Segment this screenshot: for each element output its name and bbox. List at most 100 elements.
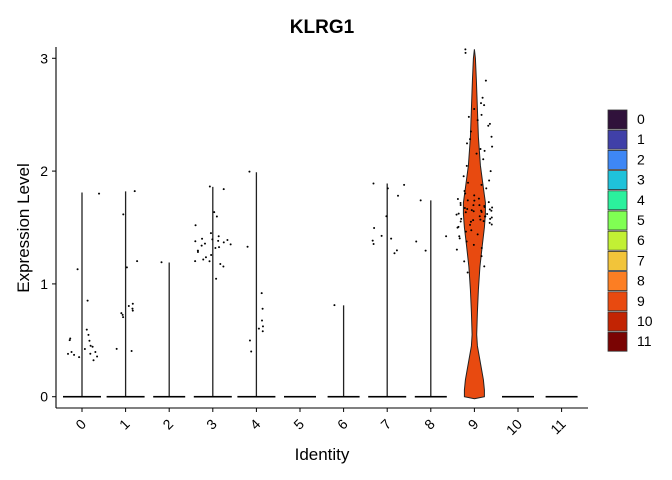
data-point — [246, 245, 249, 248]
data-point — [459, 202, 462, 205]
data-point — [380, 234, 383, 237]
data-point — [83, 348, 86, 351]
data-point — [372, 242, 375, 245]
data-point — [466, 199, 469, 202]
x-axis-title: Identity — [295, 445, 350, 464]
data-point — [478, 204, 481, 207]
data-point — [67, 352, 70, 355]
data-point — [122, 213, 125, 216]
x-tick-label: 4 — [247, 416, 264, 433]
data-point — [487, 124, 490, 127]
legend-label: 4 — [637, 192, 645, 208]
x-tick-label: 11 — [547, 416, 569, 438]
data-point — [94, 351, 97, 354]
data-point — [261, 319, 264, 322]
data-point — [490, 135, 493, 138]
data-point — [211, 238, 214, 241]
data-point — [488, 208, 491, 211]
data-point — [248, 170, 251, 173]
data-point — [208, 260, 211, 263]
data-point — [472, 210, 475, 213]
x-tick-label: 6 — [334, 416, 351, 433]
data-point — [458, 235, 461, 238]
data-point — [458, 237, 461, 240]
data-point — [490, 209, 493, 212]
violin-base — [193, 395, 232, 398]
data-point — [203, 242, 206, 245]
data-point — [457, 212, 460, 215]
data-point — [480, 113, 483, 116]
data-point — [217, 235, 220, 238]
legend-swatch — [607, 190, 628, 211]
data-point — [222, 241, 225, 244]
data-point — [127, 304, 130, 307]
data-point — [98, 192, 101, 195]
data-point — [73, 353, 76, 356]
x-tick-label: 9 — [465, 416, 482, 433]
legend-swatch — [607, 311, 628, 332]
data-point — [395, 249, 398, 252]
legend-swatch — [607, 129, 628, 150]
data-point — [469, 130, 472, 133]
data-point — [456, 197, 459, 200]
data-point — [456, 226, 459, 229]
x-tick-label: 10 — [503, 416, 525, 438]
data-point — [455, 248, 458, 251]
data-point — [219, 262, 222, 265]
data-point — [472, 204, 475, 207]
data-point — [70, 350, 73, 353]
data-point — [217, 239, 220, 242]
data-point — [131, 302, 134, 305]
data-point — [491, 145, 494, 148]
data-point — [122, 316, 125, 319]
data-point — [222, 188, 225, 191]
data-point — [479, 148, 482, 151]
violin-base — [63, 395, 101, 398]
y-tick-label: 1 — [40, 276, 48, 292]
data-point — [480, 247, 483, 250]
data-point — [89, 352, 92, 355]
data-point — [490, 223, 493, 226]
data-point — [89, 344, 92, 347]
data-point — [470, 229, 473, 232]
data-point — [393, 252, 396, 255]
data-point — [194, 240, 197, 243]
data-point — [467, 115, 470, 118]
data-point — [196, 249, 199, 252]
legend-swatch — [607, 109, 628, 130]
data-point — [397, 194, 400, 197]
data-point — [473, 194, 476, 197]
legend-label: 2 — [637, 151, 645, 167]
data-point — [482, 158, 485, 161]
data-point — [479, 218, 482, 221]
data-point — [257, 327, 260, 330]
data-point — [131, 309, 134, 312]
data-point — [460, 217, 463, 220]
data-point — [476, 233, 479, 236]
data-point — [248, 339, 251, 342]
violin-body — [462, 49, 486, 400]
data-point — [483, 104, 486, 107]
data-point — [222, 265, 225, 268]
data-point — [371, 239, 374, 242]
data-point — [419, 199, 422, 202]
violin-base — [545, 395, 578, 398]
data-point — [488, 179, 491, 182]
violin-base — [327, 395, 360, 398]
legend-label: 8 — [637, 273, 645, 289]
legend-swatch — [607, 250, 628, 271]
x-tick-label: 2 — [159, 416, 176, 433]
data-point — [483, 265, 486, 268]
x-tick-label: 1 — [116, 416, 133, 433]
data-point — [214, 247, 217, 250]
data-point — [218, 246, 221, 249]
violin-base — [153, 395, 186, 398]
data-point — [464, 51, 467, 54]
data-point — [464, 230, 467, 233]
data-point — [462, 175, 465, 178]
data-point — [459, 204, 462, 207]
legend-swatch — [607, 210, 628, 231]
data-point — [466, 207, 469, 210]
data-point — [194, 260, 197, 263]
